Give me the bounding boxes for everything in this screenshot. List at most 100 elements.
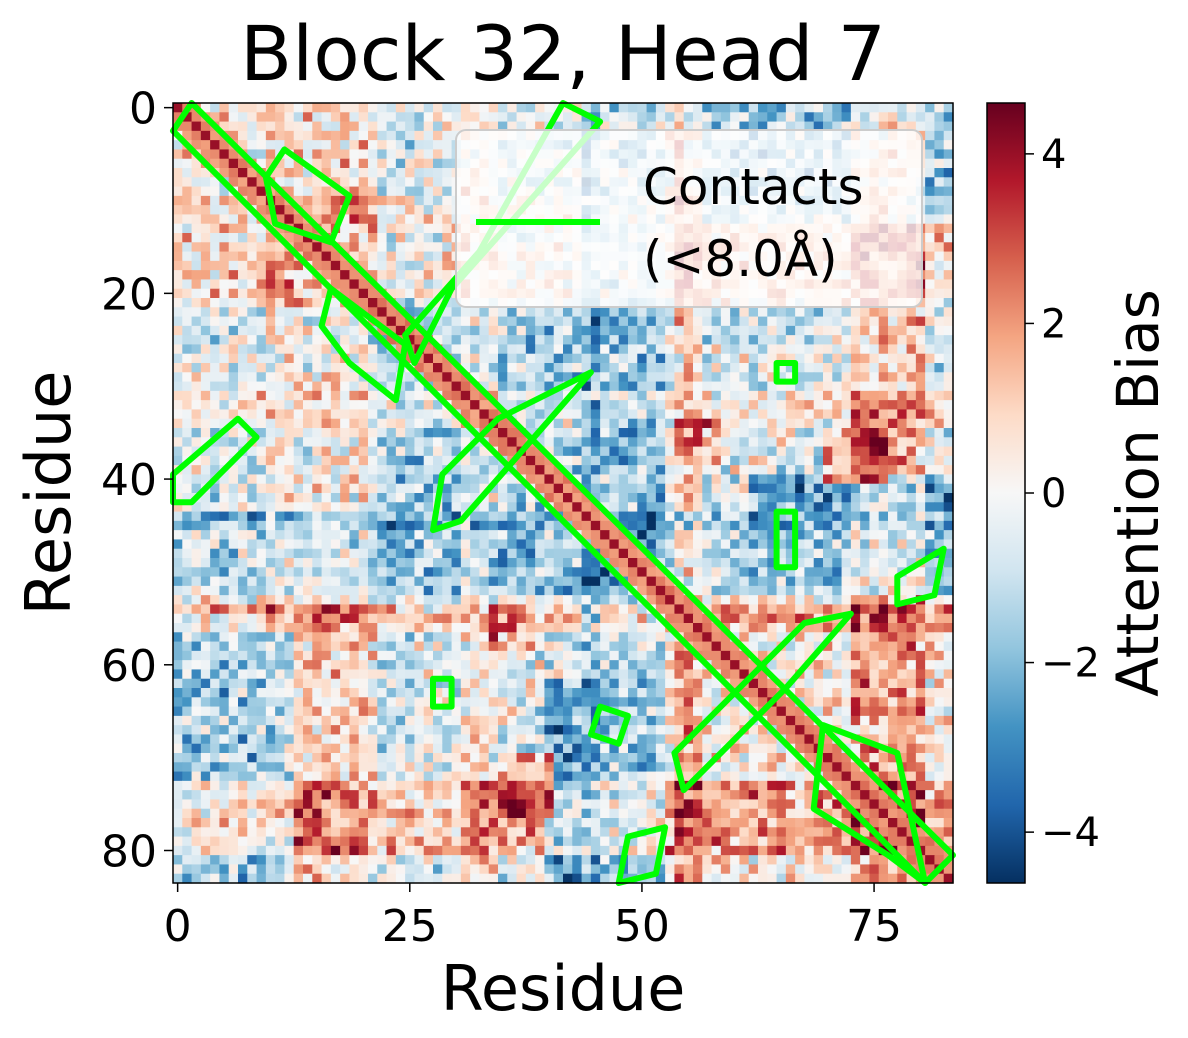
heatmap-cell: [349, 437, 360, 448]
heatmap-cell: [377, 372, 388, 383]
heatmap-cell: [804, 567, 815, 578]
heatmap-cell: [386, 130, 397, 141]
heatmap-cell: [312, 623, 323, 633]
heatmap-cell: [182, 502, 193, 513]
heatmap-cell: [609, 455, 620, 466]
heatmap-cell: [915, 409, 926, 420]
heatmap-cell: [433, 112, 443, 123]
heatmap-cell: [405, 465, 416, 476]
heatmap-cell: [693, 409, 703, 420]
heatmap-cell: [451, 335, 462, 346]
heatmap-cell: [544, 632, 555, 643]
heatmap-cell: [330, 372, 341, 383]
heatmap-cell: [674, 390, 685, 401]
heatmap-cell: [888, 613, 898, 624]
heatmap-cell: [507, 641, 518, 652]
heatmap-cell: [200, 205, 211, 216]
heatmap-cell: [758, 390, 768, 401]
heatmap-cell: [795, 409, 806, 420]
heatmap-cell: [943, 502, 954, 513]
heatmap-cell: [674, 372, 685, 383]
heatmap-cell: [395, 103, 406, 113]
heatmap-cell: [925, 270, 936, 281]
heatmap-cell: [869, 558, 880, 568]
heatmap-cell: [841, 437, 852, 448]
heatmap-cell: [451, 567, 462, 578]
heatmap-cell: [433, 372, 443, 383]
heatmap-cell: [423, 539, 434, 550]
heatmap-cell: [832, 372, 843, 383]
heatmap-cell: [265, 632, 276, 643]
heatmap-cell: [312, 390, 323, 401]
heatmap-cell: [813, 112, 824, 123]
heatmap-cell: [525, 344, 536, 355]
heatmap-cell: [433, 242, 443, 253]
heatmap-cell: [238, 112, 248, 123]
heatmap-cell: [804, 632, 815, 643]
heatmap-cell: [925, 130, 936, 141]
heatmap-cell: [210, 223, 221, 234]
heatmap-cell: [275, 530, 286, 541]
heatmap-cell: [414, 539, 425, 550]
heatmap-cell: [182, 437, 193, 448]
heatmap-cell: [646, 530, 657, 541]
heatmap-cell: [265, 325, 276, 336]
heatmap-cell: [507, 520, 518, 531]
heatmap-cell: [748, 446, 759, 457]
heatmap-cell: [191, 400, 202, 411]
heatmap-cell: [553, 455, 564, 466]
heatmap-cell: [210, 316, 221, 327]
heatmap-cell: [265, 511, 276, 522]
heatmap-cell: [330, 604, 341, 615]
heatmap-cell: [711, 390, 722, 401]
heatmap-cell: [275, 168, 286, 178]
heatmap-cell: [358, 493, 369, 503]
heatmap-cell: [860, 632, 871, 643]
heatmap-cell: [832, 353, 843, 364]
heatmap-cell: [173, 613, 183, 624]
heatmap-cell: [358, 437, 369, 448]
heatmap-cell: [386, 613, 397, 624]
heatmap-cell: [878, 325, 889, 336]
heatmap-cell: [665, 595, 676, 606]
heatmap-cell: [210, 288, 221, 299]
heatmap-cell: [850, 103, 861, 113]
heatmap-cell: [377, 363, 388, 373]
heatmap-cell: [655, 428, 666, 438]
heatmap-cell: [758, 511, 768, 522]
heatmap-cell: [228, 335, 239, 346]
heatmap-cell: [637, 325, 648, 336]
heatmap-cell: [451, 390, 462, 401]
heatmap-cell: [470, 353, 481, 364]
heatmap-cell: [460, 604, 471, 615]
heatmap-cell: [674, 539, 685, 550]
heatmap-cell: [776, 483, 787, 494]
heatmap-cell: [303, 270, 313, 281]
heatmap-cell: [628, 390, 638, 401]
heatmap-cell: [860, 613, 871, 624]
heatmap-cell: [405, 390, 416, 401]
heatmap-cell: [423, 177, 434, 188]
heatmap-cell: [655, 112, 666, 123]
heatmap-cell: [934, 168, 945, 178]
heatmap-cell: [925, 195, 936, 206]
heatmap-cell: [238, 288, 248, 299]
heatmap-cell: [479, 474, 490, 485]
heatmap-cell: [451, 604, 462, 615]
heatmap-cell: [451, 623, 462, 633]
heatmap-cell: [451, 372, 462, 383]
heatmap-cell: [925, 260, 936, 271]
heatmap-cell: [414, 270, 425, 281]
heatmap-cell: [405, 576, 416, 587]
heatmap-cell: [256, 558, 267, 568]
heatmap-cell: [860, 409, 871, 420]
heatmap-cell: [340, 650, 351, 661]
heatmap-cell: [841, 623, 852, 633]
heatmap-cell: [451, 576, 462, 587]
heatmap-cell: [730, 502, 741, 513]
heatmap-cell: [739, 437, 750, 448]
heatmap-cell: [544, 437, 555, 448]
heatmap-cell: [349, 613, 360, 624]
heatmap-cell: [785, 390, 796, 401]
heatmap-cell: [888, 428, 898, 438]
